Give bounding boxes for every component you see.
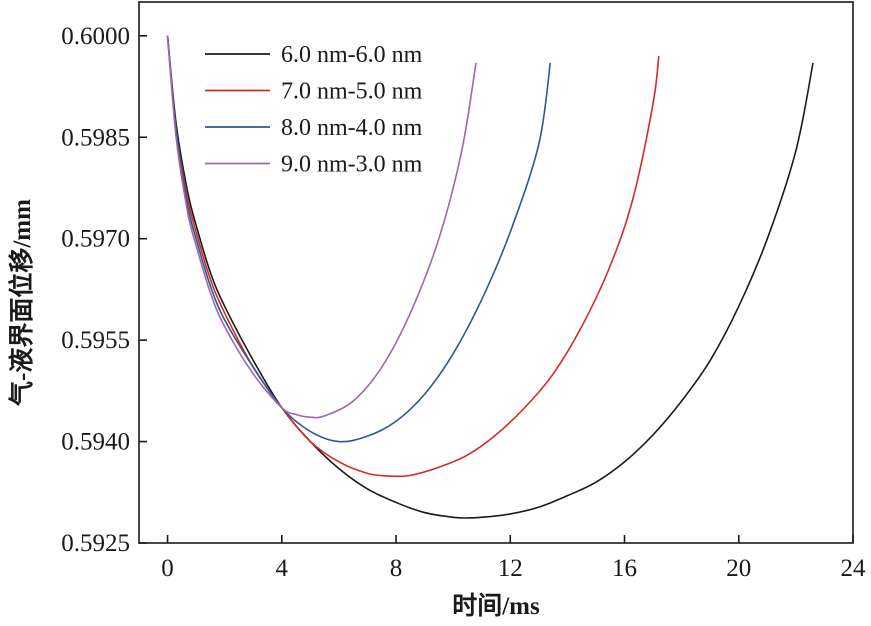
x-tick-label: 20 <box>726 555 751 582</box>
series-line-3 <box>166 35 552 443</box>
x-axis-title: 时间/ms <box>452 592 540 620</box>
y-tick-label: 0.5925 <box>61 530 130 557</box>
y-tick-label: 0.5970 <box>61 226 130 253</box>
series-layer <box>166 35 814 519</box>
y-tick-label: 0.6000 <box>61 23 130 50</box>
x-tick-label: 12 <box>498 555 523 582</box>
x-tick-label: 8 <box>390 555 403 582</box>
series-line-2 <box>166 35 660 478</box>
x-tick-label: 4 <box>276 555 289 582</box>
series-line-4 <box>166 35 477 419</box>
x-tick-label: 16 <box>612 555 637 582</box>
plot-frame <box>138 1 854 544</box>
axis-tick-labels: 0 4 8 12 16 20 24 0.5925 0.5940 0.5955 0.5970 0.598… <box>61 23 866 582</box>
y-tick-label: 0.5940 <box>61 429 130 456</box>
axis-ticks <box>139 35 854 544</box>
x-tick-label: 0 <box>161 555 174 582</box>
x-tick-label: 24 <box>841 555 867 582</box>
y-axis-title: 气-液界面位移/mm <box>7 199 36 407</box>
legend-label: 6.0 nm-6.0 nm <box>281 42 423 68</box>
y-tick-label: 0.5985 <box>61 124 130 151</box>
y-tick-label: 0.5955 <box>61 327 130 354</box>
series-line-1 <box>166 35 814 519</box>
legend-label: 7.0 nm-5.0 nm <box>281 79 423 105</box>
legend: 6.0 nm-6.0 nm 7.0 nm-5.0 nm 8.0 nm-4.0 nm 9… <box>205 42 423 178</box>
legend-label: 8.0 nm-4.0 nm <box>281 115 423 141</box>
legend-label: 9.0 nm-3.0 nm <box>281 152 423 178</box>
